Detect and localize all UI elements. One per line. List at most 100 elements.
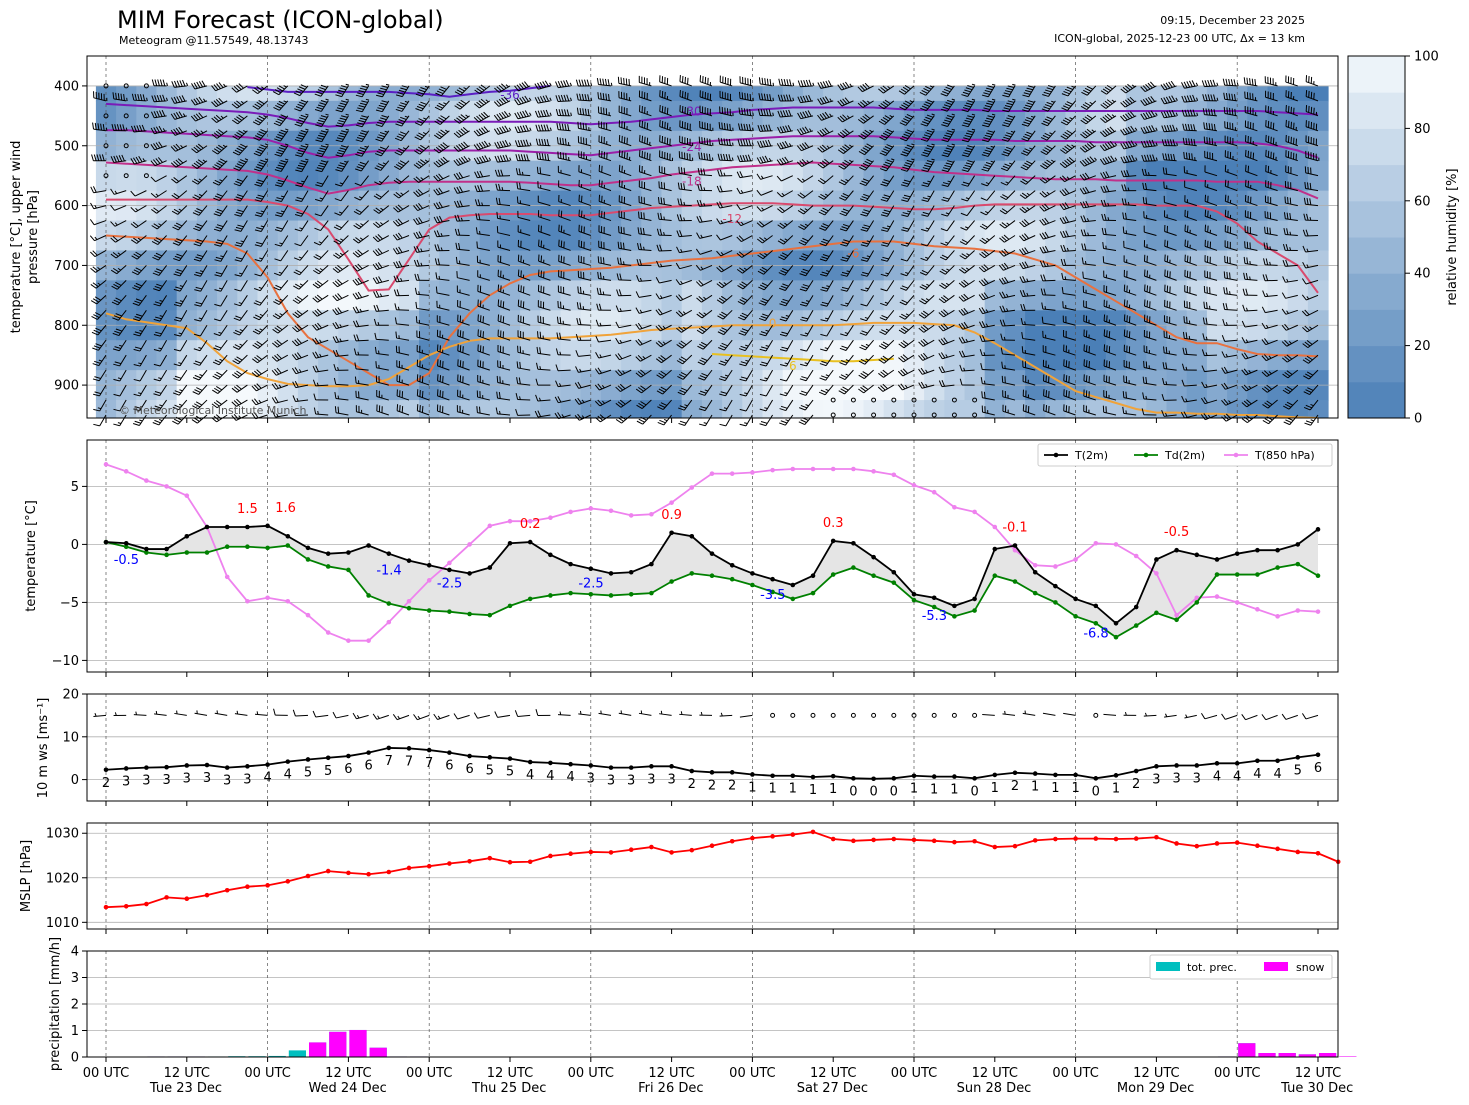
wind-barb [103, 113, 109, 119]
barb-flag [119, 124, 123, 131]
wind-barb [113, 354, 127, 367]
barb-flag [112, 317, 119, 321]
barb-staff [139, 369, 147, 382]
humidity-cell [237, 340, 258, 371]
barb-staff [97, 309, 107, 320]
barb-flag [134, 331, 142, 335]
barb-flag [718, 122, 721, 129]
barb-flag [95, 312, 102, 316]
humidity-cell [499, 400, 521, 418]
humidity-cell [823, 400, 844, 418]
humidity-cell [621, 400, 642, 418]
humidity-cell [1206, 160, 1228, 192]
barb-flag [100, 123, 103, 131]
barb-staff [497, 189, 511, 192]
humidity-cell [1045, 220, 1066, 251]
barb-staff [136, 235, 147, 244]
barb-half [117, 267, 122, 271]
wind-barb [112, 324, 127, 337]
barb-flag [90, 251, 96, 257]
barb-flag [133, 348, 141, 352]
humidity-cell [661, 280, 683, 311]
humidity-cell [1287, 400, 1309, 418]
humidity-cell [701, 220, 723, 251]
barb-staff [138, 310, 147, 322]
barb-half [752, 127, 754, 131]
barb-half [94, 236, 98, 240]
wind-barb [90, 186, 107, 194]
humidity-cell [883, 85, 905, 102]
humidity-cell [1206, 340, 1228, 371]
humidity-cell [1126, 340, 1147, 371]
humidity-cell [1126, 160, 1147, 192]
barb-flag [94, 376, 101, 379]
wind-barb [130, 156, 147, 165]
humidity-cell [1307, 400, 1329, 418]
humidity-cell [661, 340, 683, 371]
barb-staff [119, 399, 127, 412]
humidity-cell [116, 100, 137, 132]
barb-staff [115, 250, 127, 259]
wind-barb [89, 235, 107, 242]
humidity-cell [661, 220, 683, 251]
barb-flag [99, 154, 102, 161]
barb-flag [89, 235, 95, 242]
wind-barb [93, 91, 108, 102]
barb-half [97, 266, 101, 270]
humidity-cell [964, 340, 986, 371]
barb-flag [93, 408, 100, 412]
barb-flag [620, 242, 622, 249]
humidity-cell [681, 220, 703, 251]
barb-flag [476, 406, 478, 413]
barb-flag [111, 124, 115, 131]
humidity-cell [621, 100, 642, 132]
barb-flag [113, 408, 120, 412]
barb-flag [134, 300, 141, 304]
barb-flag [678, 166, 680, 174]
barb-flag [744, 92, 746, 100]
barb-flag [134, 406, 142, 409]
wind-barb [110, 250, 127, 259]
humidity-cell [1085, 85, 1107, 102]
barb-flag [110, 156, 115, 163]
barb-staff [114, 220, 127, 227]
humidity-cell [1105, 340, 1127, 371]
calm-circle [123, 143, 129, 149]
humidity-cell [1247, 220, 1268, 251]
humidity-cell [1105, 160, 1127, 192]
wind-barb [89, 219, 107, 226]
humidity-cell [1247, 100, 1268, 132]
barb-flag [133, 378, 141, 382]
humidity-cell [1307, 220, 1329, 251]
calm-circle [143, 113, 149, 119]
humidity-cell [520, 280, 541, 311]
barb-staff [139, 399, 147, 412]
barb-flag [93, 423, 100, 427]
wind-barb [110, 235, 127, 243]
wind-barb [90, 250, 107, 258]
barb-flag [111, 285, 118, 290]
humidity-cell [1267, 220, 1289, 251]
barb-flag [334, 406, 337, 413]
humidity-cell [1307, 85, 1329, 102]
barb-flag [114, 346, 121, 349]
humidity-cell [257, 340, 279, 371]
humidity-cell [1065, 280, 1087, 311]
barb-half [97, 282, 101, 286]
barb-staff [94, 235, 107, 242]
humidity-cell [661, 160, 683, 192]
barb-flag [92, 298, 100, 303]
humidity-cell [661, 85, 683, 102]
humidity-cell [520, 400, 541, 418]
barb-flag [680, 167, 683, 174]
barb-flag [622, 242, 625, 250]
humidity-cell [984, 400, 1006, 418]
humidity-cell [924, 280, 945, 311]
barb-flag [117, 93, 120, 100]
calm-circle [103, 173, 109, 179]
calm-circle [103, 143, 109, 149]
barb-staff [118, 339, 127, 352]
humidity-cell [1166, 340, 1188, 371]
barb-flag [739, 91, 741, 99]
barb-flag [113, 378, 120, 382]
